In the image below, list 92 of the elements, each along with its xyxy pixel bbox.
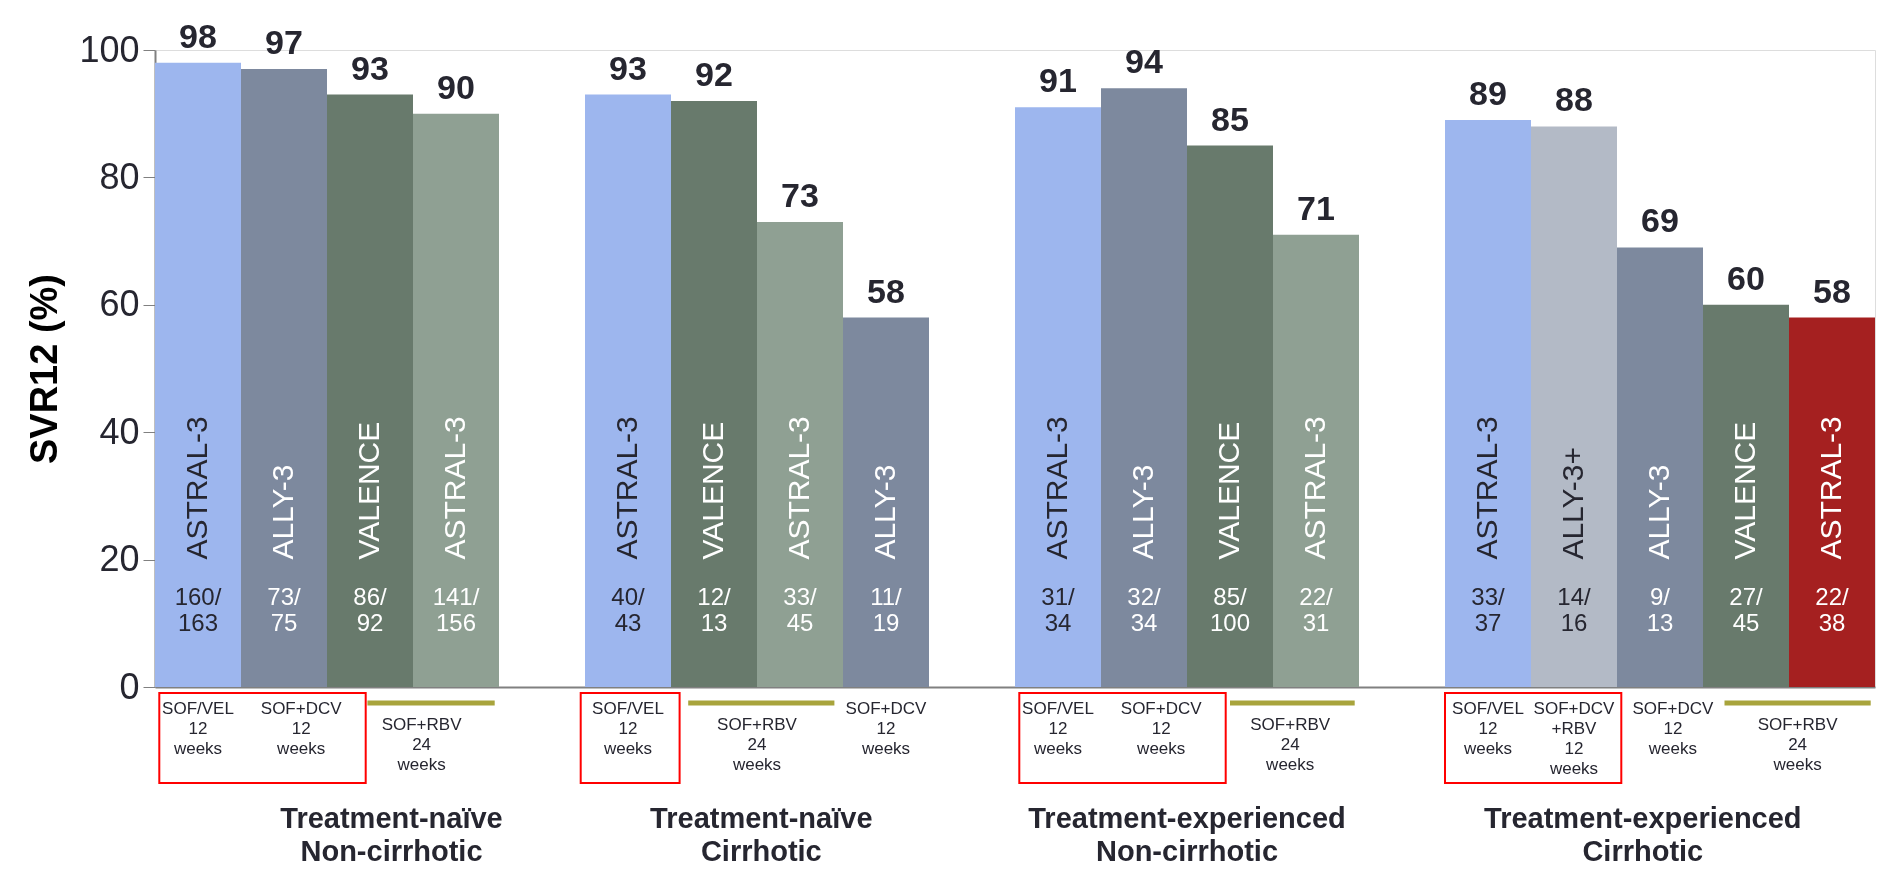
text: SOF+RBV 24 weeks xyxy=(381,715,463,774)
x-tick-label: ASTRAL-3 xyxy=(1040,416,1073,560)
data-label: 73 xyxy=(781,175,819,214)
x-tick-label: ASTRAL-3 xyxy=(1470,416,1503,560)
bar xyxy=(413,113,499,687)
annotation: 33/ 45 xyxy=(783,582,818,636)
bar xyxy=(1531,126,1617,687)
bar xyxy=(1187,145,1273,687)
text: SOF/VEL 12 weeks xyxy=(592,699,664,758)
data-label: 85 xyxy=(1211,99,1249,138)
bar xyxy=(1273,234,1359,687)
annotation: 31/ 34 xyxy=(1041,582,1076,636)
data-label: 90 xyxy=(437,67,475,106)
data-label: 91 xyxy=(1039,61,1077,100)
x-tick-label: ASTRAL-3 xyxy=(610,416,643,560)
text: SOF+DCV 12 weeks xyxy=(1632,699,1714,758)
x-tick-label: ALLY-3 xyxy=(266,464,299,560)
bar xyxy=(1789,317,1875,687)
x-tick-label: VALENCE xyxy=(696,421,729,560)
data-label: 89 xyxy=(1469,74,1507,113)
data-label: 60 xyxy=(1727,258,1765,297)
data-label: 92 xyxy=(695,54,733,93)
x-tick-label: ALLY-3 xyxy=(868,464,901,560)
bar xyxy=(1703,304,1789,687)
y-tick-label: 60 xyxy=(99,283,140,325)
x-tick-label: VALENCE xyxy=(352,421,385,560)
annotation: 141/ 156 xyxy=(432,582,480,636)
x-tick-label: ALLY-3 xyxy=(1642,464,1675,560)
x-tick-label: ALLY-3 xyxy=(1126,464,1159,560)
text: Treatment-naïve Cirrhotic xyxy=(650,802,873,867)
annotation: 22/ 31 xyxy=(1299,582,1334,636)
annotation: 11/ 19 xyxy=(870,582,903,636)
bar xyxy=(757,221,843,687)
x-tick-label: ASTRAL-3 xyxy=(438,416,471,560)
annotation: 160/ 163 xyxy=(174,582,222,636)
x-tick-label: ASTRAL-3 xyxy=(1298,416,1331,560)
text: SOF/VEL 12 weeks xyxy=(1452,699,1524,758)
bar xyxy=(327,94,413,687)
text: SOF+RBV 24 weeks xyxy=(1250,715,1331,774)
x-tick-label: ALLY-3+ xyxy=(1556,446,1589,560)
text: SOF+DCV 12 weeks xyxy=(260,699,343,758)
y-tick-label: 20 xyxy=(99,538,140,580)
data-label: 94 xyxy=(1125,42,1163,81)
x-tick-label: VALENCE xyxy=(1212,421,1245,560)
text: Treatment-experienced Non-cirrhotic xyxy=(1028,802,1346,867)
bar xyxy=(1101,88,1187,687)
bar xyxy=(1015,107,1101,687)
x-tick-label: ASTRAL-3 xyxy=(180,416,213,560)
text: SOF+DCV 12 weeks xyxy=(845,699,928,758)
y-tick-label: 0 xyxy=(119,665,140,707)
annotation: 86/ 92 xyxy=(353,582,388,636)
y-tick-label: 80 xyxy=(99,155,140,197)
bar xyxy=(671,100,757,687)
annotation: 12/ 13 xyxy=(697,582,732,636)
y-tick-label: 40 xyxy=(99,410,140,452)
bar xyxy=(155,62,241,687)
annotation: 14/ 16 xyxy=(1557,582,1592,636)
annotation: 27/ 45 xyxy=(1729,582,1764,636)
bar xyxy=(1445,120,1531,687)
data-label: 69 xyxy=(1641,201,1679,240)
annotation: 32/ 34 xyxy=(1127,582,1162,636)
data-label: 58 xyxy=(1813,271,1851,310)
x-tick-label: ASTRAL-3 xyxy=(1814,416,1847,560)
bar xyxy=(241,69,327,687)
bar xyxy=(843,317,929,687)
annotation: 9/ 13 xyxy=(1646,582,1674,636)
data-label: 98 xyxy=(179,16,217,55)
x-tick-label: ASTRAL-3 xyxy=(782,416,815,560)
annotation: 40/ 43 xyxy=(611,582,646,636)
annotation: 85/ 100 xyxy=(1209,582,1251,636)
y-axis-title: SVR12 (%) xyxy=(23,273,66,465)
data-label: 97 xyxy=(265,23,303,62)
text: SOF+RBV 24 weeks xyxy=(717,715,798,774)
text: SOF+RBV 24 weeks xyxy=(1757,715,1839,774)
text: Treatment-experienced Cirrhotic xyxy=(1484,802,1802,867)
text: SOF+DCV 12 weeks xyxy=(1120,699,1203,758)
text: SOF/VEL 12 weeks xyxy=(162,699,234,758)
text: Treatment-naïve Non-cirrhotic xyxy=(280,802,503,867)
y-tick-label: 100 xyxy=(79,28,140,70)
data-label: 93 xyxy=(609,48,647,87)
annotation: 73/ 75 xyxy=(267,582,302,636)
annotation: 33/ 37 xyxy=(1471,582,1506,636)
annotation: 22/ 38 xyxy=(1815,582,1850,636)
data-label: 88 xyxy=(1555,80,1593,119)
text: SOF/VEL 12 weeks xyxy=(1022,699,1094,758)
x-tick-label: VALENCE xyxy=(1728,421,1761,560)
data-label: 93 xyxy=(351,48,389,87)
text: SOF+DCV +RBV 12 weeks xyxy=(1533,699,1616,778)
data-label: 58 xyxy=(867,271,905,310)
bar xyxy=(1617,247,1703,687)
data-label: 71 xyxy=(1297,188,1335,227)
bar xyxy=(585,94,671,687)
